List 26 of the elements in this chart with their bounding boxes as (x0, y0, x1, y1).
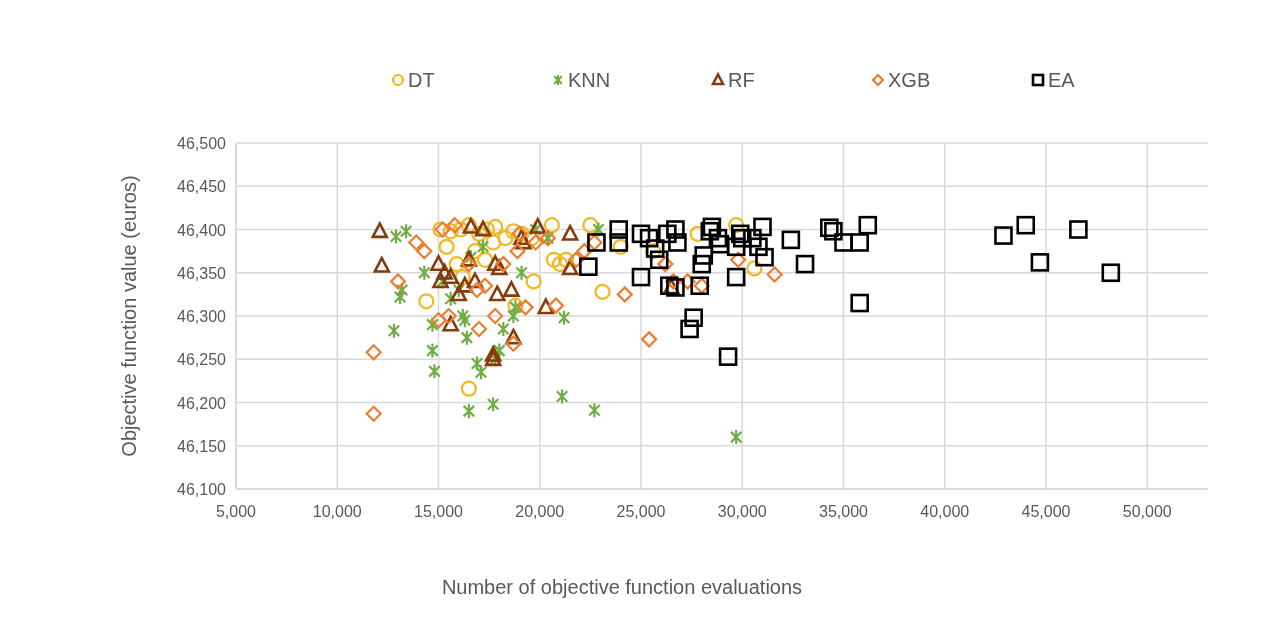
x-tick-label: 35,000 (819, 503, 869, 520)
x-tick-label: 45,000 (1021, 503, 1071, 520)
y-tick-label: 46,150 (177, 437, 227, 455)
y-tick-label: 46,350 (177, 264, 227, 282)
y-tick-label: 46,200 (177, 394, 227, 412)
y-tick-label: 46,400 (177, 221, 227, 239)
y-axis-title: Objective function value (euros) (118, 175, 140, 457)
x-tick-label: 20,000 (515, 503, 565, 520)
x-tick-label: 10,000 (312, 503, 362, 520)
x-tick-label: 50,000 (1122, 503, 1172, 520)
y-tick-label: 46,250 (177, 351, 227, 369)
legend-label: EA (1048, 69, 1076, 91)
x-tick-label: 5,000 (215, 503, 257, 520)
legend-label: KNN (568, 69, 611, 91)
x-tick-label: 30,000 (717, 503, 767, 520)
legend-label: XGB (888, 69, 931, 91)
x-tick-label: 40,000 (920, 503, 970, 520)
legend-label: DT (408, 69, 435, 91)
y-tick-label: 46,450 (177, 178, 227, 196)
y-tick-label: 46,500 (177, 135, 227, 152)
x-tick-label: 25,000 (616, 503, 666, 520)
x-tick-label: 15,000 (414, 503, 464, 520)
x-axis-title: Number of objective function evaluations (441, 576, 803, 598)
y-tick-label: 46,100 (177, 481, 227, 498)
y-tick-label: 46,300 (177, 308, 227, 325)
legend-label: RF (728, 69, 755, 91)
